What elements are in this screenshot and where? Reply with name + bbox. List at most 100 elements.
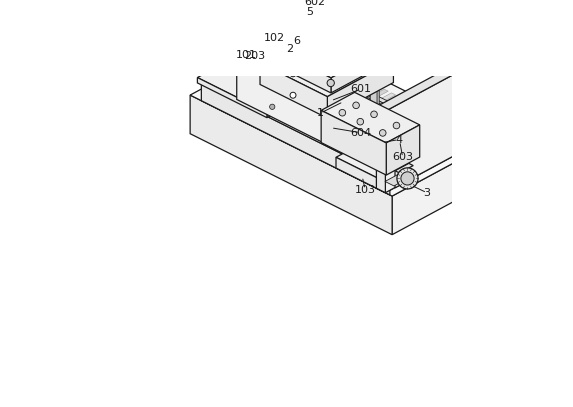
Circle shape — [325, 117, 330, 122]
Polygon shape — [248, 0, 401, 78]
Polygon shape — [336, 157, 390, 195]
Polygon shape — [336, 104, 418, 148]
Polygon shape — [274, 46, 453, 136]
Polygon shape — [366, 119, 448, 162]
Polygon shape — [260, 63, 327, 118]
Circle shape — [331, 138, 336, 143]
Polygon shape — [248, 36, 331, 93]
Circle shape — [327, 79, 335, 87]
Circle shape — [324, 46, 332, 53]
Circle shape — [300, 95, 304, 100]
Circle shape — [311, 101, 316, 105]
Text: 602: 602 — [304, 0, 325, 7]
Text: 102: 102 — [264, 33, 285, 43]
Circle shape — [282, 105, 286, 109]
Polygon shape — [190, 44, 486, 196]
Circle shape — [317, 85, 322, 90]
Polygon shape — [190, 95, 392, 235]
Polygon shape — [256, 53, 459, 155]
Polygon shape — [301, 43, 309, 60]
Circle shape — [291, 100, 295, 104]
Polygon shape — [395, 163, 413, 173]
Circle shape — [353, 102, 359, 109]
Circle shape — [319, 131, 324, 137]
Polygon shape — [370, 83, 379, 113]
Polygon shape — [386, 125, 419, 175]
Circle shape — [347, 116, 352, 122]
Circle shape — [397, 168, 418, 189]
Circle shape — [371, 111, 378, 118]
Circle shape — [281, 113, 286, 118]
Polygon shape — [322, 96, 403, 140]
Polygon shape — [216, 78, 395, 168]
Circle shape — [317, 122, 321, 127]
Circle shape — [290, 54, 296, 59]
Circle shape — [337, 121, 343, 127]
Circle shape — [315, 12, 323, 21]
Circle shape — [320, 96, 325, 101]
Polygon shape — [321, 92, 419, 143]
Circle shape — [303, 47, 311, 55]
Polygon shape — [315, 93, 395, 136]
Circle shape — [393, 122, 400, 129]
Circle shape — [323, 107, 328, 111]
Polygon shape — [264, 82, 273, 112]
Polygon shape — [197, 78, 267, 118]
Polygon shape — [327, 61, 394, 118]
Circle shape — [335, 110, 340, 116]
Circle shape — [303, 114, 308, 120]
Polygon shape — [285, 78, 366, 122]
Polygon shape — [344, 108, 425, 151]
Circle shape — [359, 123, 364, 128]
Circle shape — [316, 120, 321, 126]
Polygon shape — [370, 80, 386, 88]
Circle shape — [364, 109, 369, 113]
Circle shape — [339, 109, 346, 116]
Circle shape — [325, 115, 330, 120]
Polygon shape — [329, 100, 410, 144]
Circle shape — [325, 132, 331, 138]
Circle shape — [337, 123, 342, 128]
Polygon shape — [301, 43, 319, 52]
Text: 3: 3 — [423, 188, 430, 198]
Circle shape — [309, 98, 315, 103]
Circle shape — [306, 125, 311, 131]
Circle shape — [293, 110, 298, 115]
Polygon shape — [309, 43, 319, 60]
Text: 1: 1 — [317, 108, 324, 118]
Circle shape — [328, 127, 333, 132]
Polygon shape — [314, 52, 330, 60]
Polygon shape — [314, 55, 323, 85]
Polygon shape — [201, 35, 476, 175]
Polygon shape — [385, 172, 411, 186]
Circle shape — [270, 104, 275, 109]
Polygon shape — [331, 40, 401, 93]
Text: 103: 103 — [355, 185, 376, 195]
Circle shape — [379, 129, 386, 136]
Polygon shape — [237, 3, 337, 150]
Circle shape — [300, 103, 305, 108]
Circle shape — [342, 26, 350, 34]
Polygon shape — [336, 150, 403, 184]
Circle shape — [340, 133, 346, 138]
Text: 4: 4 — [395, 135, 402, 144]
Circle shape — [291, 108, 296, 113]
Polygon shape — [300, 85, 380, 129]
Circle shape — [290, 71, 296, 77]
Circle shape — [357, 118, 364, 125]
Polygon shape — [351, 112, 433, 155]
Circle shape — [293, 63, 301, 70]
Circle shape — [350, 128, 355, 133]
Polygon shape — [320, 107, 327, 136]
Polygon shape — [274, 48, 449, 138]
Circle shape — [335, 112, 339, 117]
Polygon shape — [386, 61, 478, 193]
Polygon shape — [201, 83, 386, 193]
Polygon shape — [386, 127, 476, 193]
Text: 2: 2 — [286, 44, 293, 54]
Circle shape — [308, 90, 313, 95]
Polygon shape — [267, 72, 343, 118]
Circle shape — [401, 172, 414, 185]
Polygon shape — [314, 52, 321, 81]
Circle shape — [346, 118, 351, 123]
